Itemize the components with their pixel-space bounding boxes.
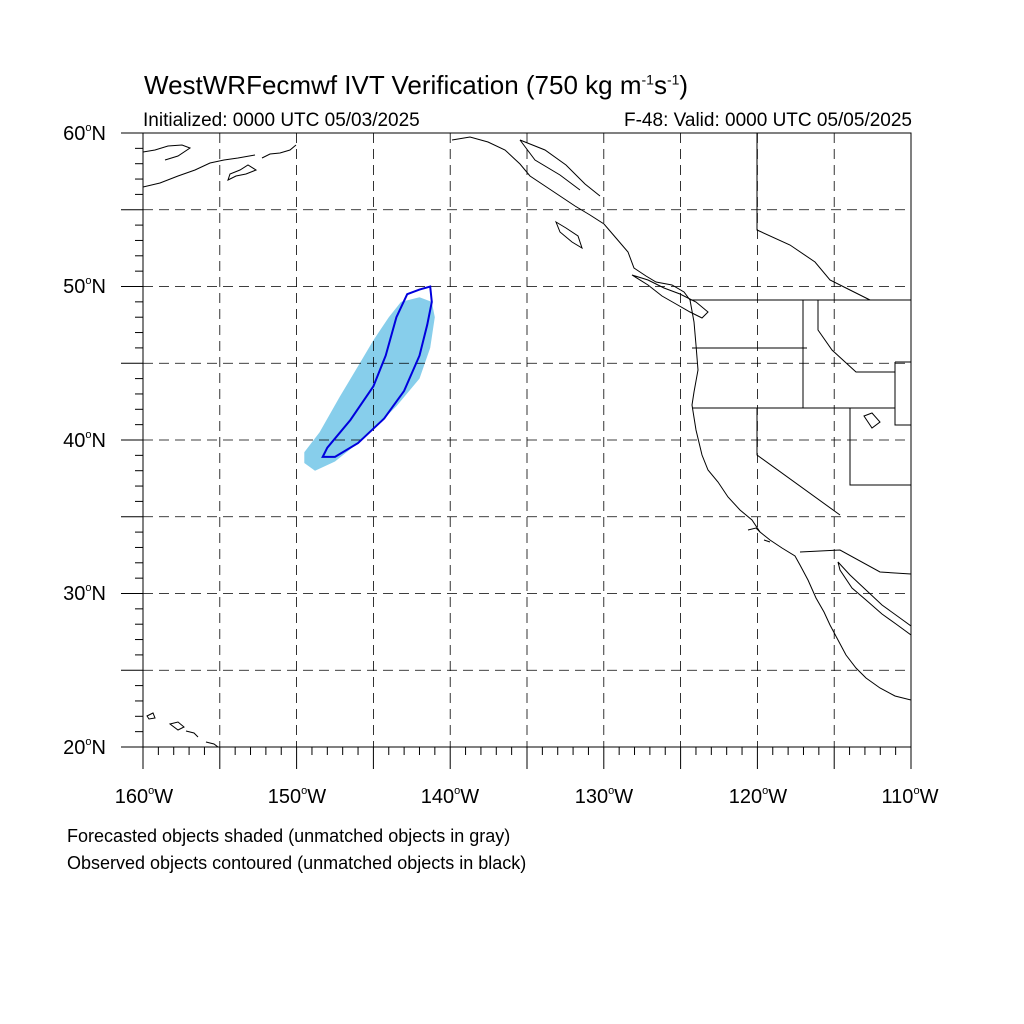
border-bc-alberta [756,133,871,301]
bc-coast [451,136,691,301]
channel-island-2 [763,539,771,543]
haida-gwaii [554,220,583,250]
footnote-observed: Observed objects contoured (unmatched ob… [67,853,527,873]
valid-time: F-48: Valid: 0000 UTC 05/05/2025 [624,110,912,131]
lat-label-20: 20oN [63,736,106,759]
lon-label-110w: 110oW [881,785,939,808]
us-mexico-coast [689,299,911,701]
border-ca-nv [756,408,841,516]
hawaii-big-island [205,741,219,747]
lon-label-160w: 160oW [114,785,174,808]
lat-label-40: 40oN [63,429,106,452]
border-us-mexico [799,549,911,575]
border-alaska-bc [519,139,581,191]
lat-label-30: 30oN [63,582,106,605]
footnote-forecast: Forecasted objects shaded (unmatched obj… [67,826,511,846]
great-salt-lake [863,412,881,429]
map-title: WestWRFecmwf IVT Verification (750 kg m-… [144,70,689,100]
channel-island-1 [747,527,761,533]
observed-object-contour [321,285,433,458]
kodiak-island [227,164,258,181]
panhandle-inner [519,139,601,197]
border-id-mt [817,300,895,373]
vancouver-island [631,274,709,319]
gulf-of-california-coast [837,561,911,636]
alaska-peninsula-coast [143,154,256,188]
hawaii-kauai [146,712,156,720]
lat-label-50: 50oN [63,275,106,298]
lon-label-150w: 150oW [267,785,327,808]
alaska-coast-north [143,144,192,161]
hawaii-oahu [168,721,185,731]
forecast-object [304,297,435,471]
border-nv-ut-az [849,408,911,486]
hawaii-maui [185,730,199,738]
lat-label-60: 60oN [63,122,106,145]
cook-inlet-coast [261,144,297,159]
initialized-time: Initialized: 0000 UTC 05/03/2025 [143,110,420,131]
coastline-group [143,133,911,747]
lon-label-140w: 140oW [420,785,480,808]
lon-label-130w: 130oW [574,785,634,808]
border-wy [894,361,911,426]
lon-label-120w: 120oW [728,785,788,808]
